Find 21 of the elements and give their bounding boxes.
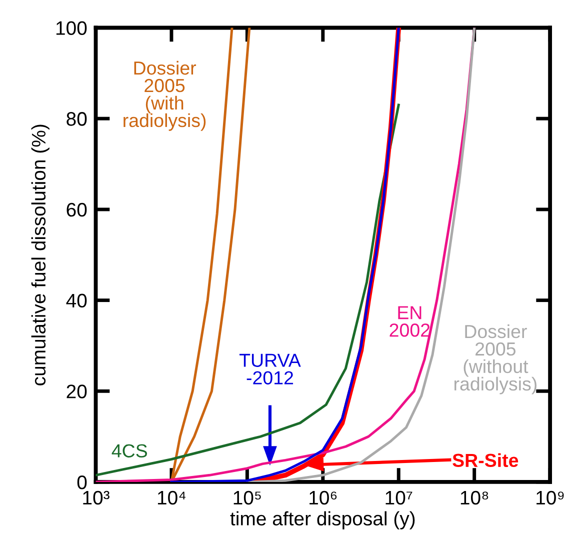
y-tick-label: 60 (66, 202, 87, 217)
y-tick-label: 40 (66, 294, 87, 308)
x-tick-label: 10⁷ (386, 490, 412, 505)
text: TURVA -2012 (239, 354, 301, 384)
x-tick-label: 10⁵ (234, 490, 261, 505)
series-label: Dossier 2005 (with radiolysis) (124, 60, 206, 131)
x-tick-label: 10⁸ (460, 490, 488, 505)
x-tick-label: 10⁶ (310, 490, 337, 505)
x-tick-label: 10⁴ (158, 490, 186, 505)
y-tick-label: 20 (66, 384, 87, 398)
series-label: EN 2002 (390, 306, 430, 337)
x-tick-label: 10⁹ (536, 490, 564, 505)
y-tick-label: 100 (56, 21, 87, 35)
series-label: Dossier 2005 (without radiolysis) (454, 324, 536, 394)
text: SR-Site (452, 453, 518, 468)
x-axis-title: time after disposal (y) (230, 511, 415, 530)
series-label: 4CS (112, 444, 147, 458)
x-tick-label: 10³ (83, 490, 110, 505)
y-tick-label: 0 (77, 475, 87, 490)
y-tick-label: 80 (66, 112, 87, 126)
y-axis-title: cumulative fuel dissolution (%) (31, 124, 50, 386)
